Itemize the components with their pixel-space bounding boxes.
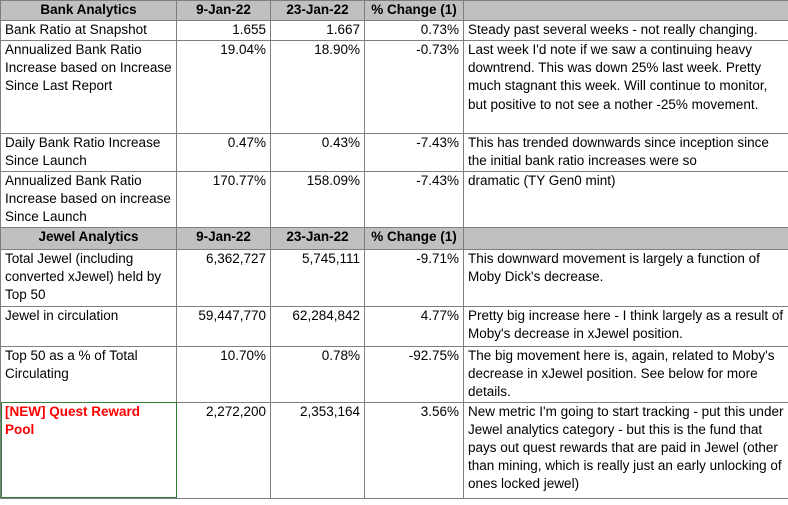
pct-change[interactable]: 3.56% (364, 401, 464, 499)
header-cell[interactable]: 9-Jan-22 (176, 0, 271, 21)
value-23jan[interactable]: 0.78% (270, 346, 365, 403)
table-row: [NEW] Quest Reward Pool 2,272,200 2,353,… (0, 401, 788, 499)
note-cell[interactable]: Last week I'd note if we saw a continuin… (463, 40, 788, 134)
value-23jan[interactable]: 62,284,842 (270, 306, 365, 347)
value-9jan[interactable]: 6,362,727 (176, 249, 271, 307)
value-23jan[interactable]: 1.667 (270, 20, 365, 41)
bank-header-row: Bank Analytics 9-Jan-22 23-Jan-22 % Chan… (0, 0, 788, 21)
value-9jan[interactable]: 10.70% (176, 346, 271, 403)
pct-change[interactable]: -7.43% (364, 171, 464, 228)
value-23jan[interactable]: 5,745,111 (270, 249, 365, 307)
jewel-header-row: Jewel Analytics 9-Jan-22 23-Jan-22 % Cha… (0, 227, 788, 250)
pct-change[interactable]: -7.43% (364, 133, 464, 172)
header-cell[interactable]: 9-Jan-22 (176, 227, 271, 250)
value-9jan[interactable]: 170.77% (176, 171, 271, 228)
table-row: Annualized Bank Ratio Increase based on … (0, 171, 788, 228)
header-cell[interactable] (463, 0, 788, 21)
value-23jan[interactable]: 0.43% (270, 133, 365, 172)
value-23jan[interactable]: 2,353,164 (270, 401, 365, 499)
metric-label[interactable]: Top 50 as a % of Total Circulating (0, 346, 177, 403)
note-cell[interactable]: This downward movement is largely a func… (463, 249, 788, 307)
metric-label[interactable]: Jewel in circulation (0, 306, 177, 347)
metric-label[interactable]: Daily Bank Ratio Increase Since Launch (0, 133, 177, 172)
table-row: Total Jewel (including converted xJewel)… (0, 249, 788, 307)
metric-label[interactable]: Bank Ratio at Snapshot (0, 20, 177, 41)
metric-label-new[interactable]: [NEW] Quest Reward Pool (0, 401, 177, 499)
value-23jan[interactable]: 18.90% (270, 40, 365, 134)
pct-change[interactable]: -0.73% (364, 40, 464, 134)
pct-change[interactable]: 0.73% (364, 20, 464, 41)
header-cell[interactable] (463, 227, 788, 250)
header-cell[interactable]: 23-Jan-22 (270, 227, 365, 250)
value-23jan[interactable]: 158.09% (270, 171, 365, 228)
header-cell[interactable]: % Change (1) (364, 227, 464, 250)
note-cell[interactable]: Pretty big increase here - I think large… (463, 306, 788, 347)
table-row: Annualized Bank Ratio Increase based on … (0, 40, 788, 134)
table-row: Bank Ratio at Snapshot 1.655 1.667 0.73%… (0, 20, 788, 41)
pct-change[interactable]: -92.75% (364, 346, 464, 403)
table-row: Jewel in circulation 59,447,770 62,284,8… (0, 306, 788, 347)
header-cell[interactable]: Bank Analytics (0, 0, 177, 21)
header-cell[interactable]: 23-Jan-22 (270, 0, 365, 21)
note-cell[interactable]: dramatic (TY Gen0 mint) (463, 171, 788, 228)
table-row: Top 50 as a % of Total Circulating 10.70… (0, 346, 788, 403)
pct-change[interactable]: 4.77% (364, 306, 464, 347)
note-cell[interactable]: This has trended downwards since incepti… (463, 133, 788, 172)
metric-label[interactable]: Total Jewel (including converted xJewel)… (0, 249, 177, 307)
metric-label[interactable]: Annualized Bank Ratio Increase based on … (0, 171, 177, 228)
note-cell[interactable]: The big movement here is, again, related… (463, 346, 788, 403)
value-9jan[interactable]: 59,447,770 (176, 306, 271, 347)
value-9jan[interactable]: 0.47% (176, 133, 271, 172)
pct-change[interactable]: -9.71% (364, 249, 464, 307)
metric-label[interactable]: Annualized Bank Ratio Increase based on … (0, 40, 177, 134)
note-cell[interactable]: New metric I'm going to start tracking -… (463, 401, 788, 499)
value-9jan[interactable]: 19.04% (176, 40, 271, 134)
table-row: Daily Bank Ratio Increase Since Launch 0… (0, 133, 788, 172)
value-9jan[interactable]: 1.655 (176, 20, 271, 41)
note-cell[interactable]: Steady past several weeks - not really c… (463, 20, 788, 41)
value-9jan[interactable]: 2,272,200 (176, 401, 271, 499)
header-cell[interactable]: Jewel Analytics (0, 227, 177, 250)
header-cell[interactable]: % Change (1) (364, 0, 464, 21)
